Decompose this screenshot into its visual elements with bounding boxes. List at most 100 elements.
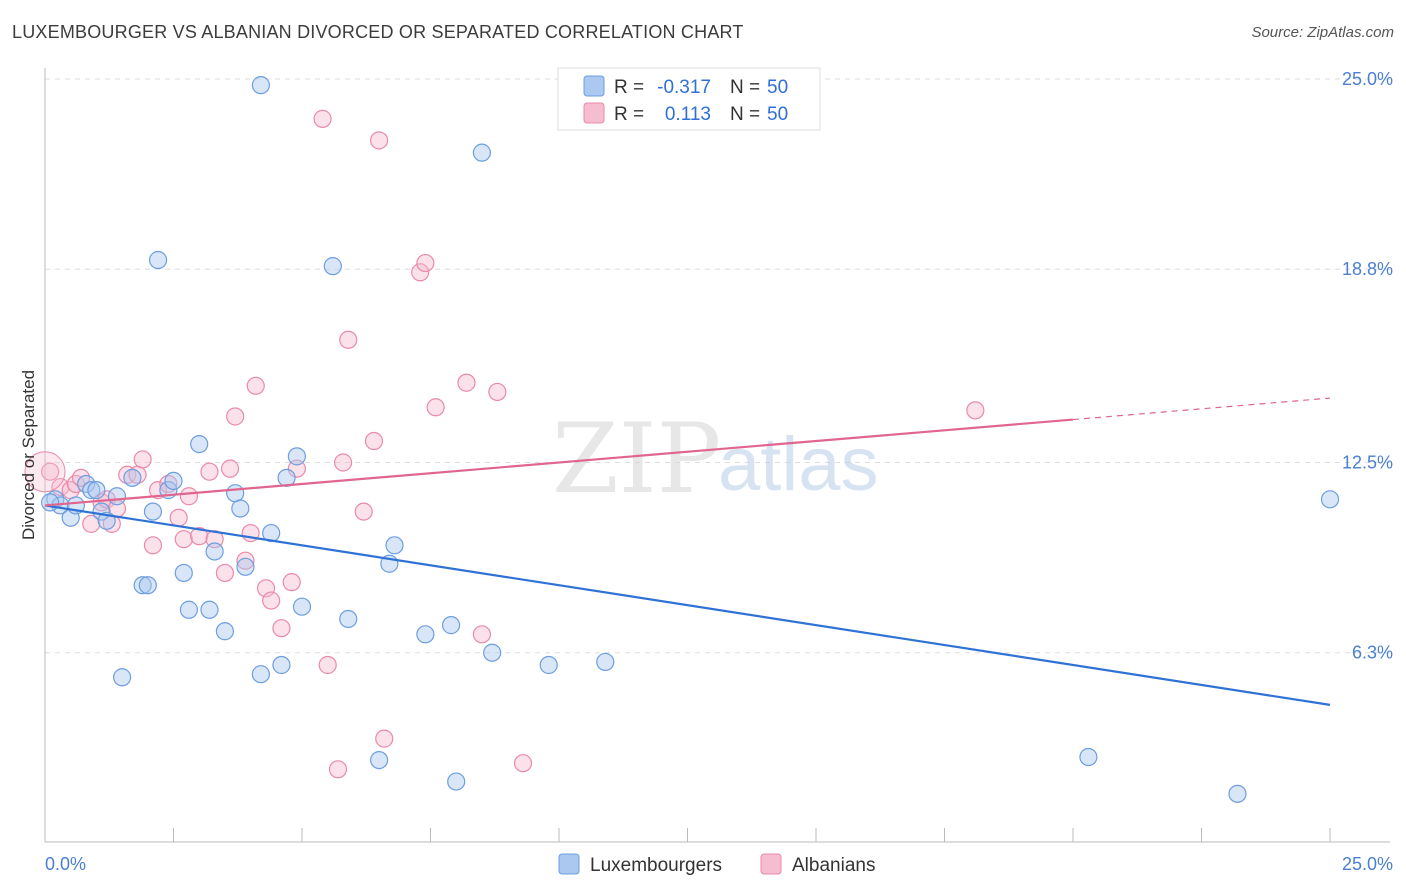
luxembourgers-point [107,487,127,506]
albanians-point [472,625,491,644]
series-legend: Luxembourgers Albanians [558,853,875,876]
legend-item-albanians-swatch [760,853,782,875]
chart-title: LUXEMBOURGER VS ALBANIAN DIVORCED OR SEP… [12,22,744,42]
luxembourgers-point [138,576,157,595]
albanians-point [262,591,281,610]
legend-swatch-pink [583,102,605,124]
luxembourgers-point [215,622,234,641]
tick-labels: 6.3% 12.5% 18.8% 25.0% 0.0% 25.0% [45,69,1393,874]
luxembourgers-point [370,750,389,770]
luxembourgers-point [596,652,615,672]
luxembourgers-point [164,471,183,491]
albanians-point [411,263,430,282]
luxembourgers-point [287,447,306,466]
luxembourgers-point [416,625,435,644]
albanians-point [169,508,188,527]
legend-r-value-1: -0.317 [657,77,711,98]
albanians-point [416,253,435,273]
y-tick-label: 6.3% [1352,643,1393,663]
luxembourgers-point [231,499,250,518]
albanians-point [334,453,353,472]
luxembourgers-point [148,250,168,270]
luxembourgers-point [1079,747,1098,767]
luxembourgers-point [292,597,312,616]
luxembourgers-point [323,257,342,276]
luxembourgers-point [87,481,106,500]
legend-item-albanians: Albanians [792,855,875,876]
luxembourgers-point [483,643,502,662]
luxembourgers-point [174,563,193,583]
source-credit: Source: ZipAtlas.com [1251,24,1394,41]
luxembourgers-point [1228,784,1247,803]
albanians-point [236,551,255,570]
albanians-point [133,450,152,469]
albanians-point [272,619,291,638]
watermark-zip: ZIP [552,403,721,515]
y-tick-label: 12.5% [1342,453,1393,473]
x-tick-label: 25.0% [1342,854,1393,874]
albanians-point [226,407,245,426]
albanians-point [354,502,373,521]
luxembourgers-point [539,655,558,675]
luxembourgers-point [205,542,224,561]
albanians-point [513,754,533,773]
legend-n-label-1: N = [730,77,760,98]
legend-swatch-blue [583,75,605,97]
albanians-point [426,398,445,417]
axes [44,68,1390,843]
luxembourgers-point [226,484,245,503]
albanians-point [313,109,332,128]
albanians-point [318,655,337,675]
luxembourgers-point [143,502,163,521]
albanians-point [215,563,234,583]
grid-lines [45,78,1390,654]
luxembourgers-point [190,434,209,454]
y-tick-label: 25.0% [1342,69,1393,89]
albanians-point [282,573,301,592]
y-axis-label: Divorced or Separated [19,370,38,540]
albanians-point [190,527,209,546]
albanians-point [328,760,348,779]
albanians-point [143,536,163,555]
watermark-atlas: atlas [718,422,879,507]
luxembourgers-trend-line [44,504,1331,706]
albanians-point [457,373,476,392]
albanians-point [179,487,199,506]
luxembourgers-point [447,772,466,791]
luxembourgers-point [251,665,270,684]
luxembourgers-points [41,76,1340,803]
albanians-trend-extension [1072,397,1331,421]
albanians-point [41,462,60,481]
luxembourgers-point [112,668,132,687]
luxembourgers-point [123,468,142,487]
albanians-point [966,401,985,420]
legend-item-luxembourgers: Luxembourgers [590,855,722,876]
legend-item-luxembourgers-swatch [558,853,580,875]
luxembourgers-point [179,600,199,619]
luxembourgers-point [251,76,270,95]
albanians-point [148,481,168,500]
legend-n-value-2: 50 [767,104,788,125]
luxembourgers-point [472,143,491,162]
luxembourgers-point [385,536,404,555]
luxembourgers-point [1320,490,1340,509]
luxembourgers-point [236,557,255,576]
albanians-point [82,514,101,533]
legend-n-value-1: 50 [767,77,788,98]
albanians-point [488,382,507,402]
legend-n-label-2: N = [730,104,760,125]
albanians-point [364,431,384,451]
albanians-trend-line [44,418,1074,507]
albanians-point [159,474,178,494]
albanians-point [370,131,389,150]
albanians-point [24,451,66,493]
albanians-point [174,530,193,549]
luxembourgers-point [200,600,219,619]
trend-lines [44,397,1331,706]
luxembourgers-point [82,481,101,500]
albanians-point [246,376,265,395]
luxembourgers-point [441,616,461,635]
luxembourgers-point [133,576,152,595]
albanians-point [375,729,394,748]
